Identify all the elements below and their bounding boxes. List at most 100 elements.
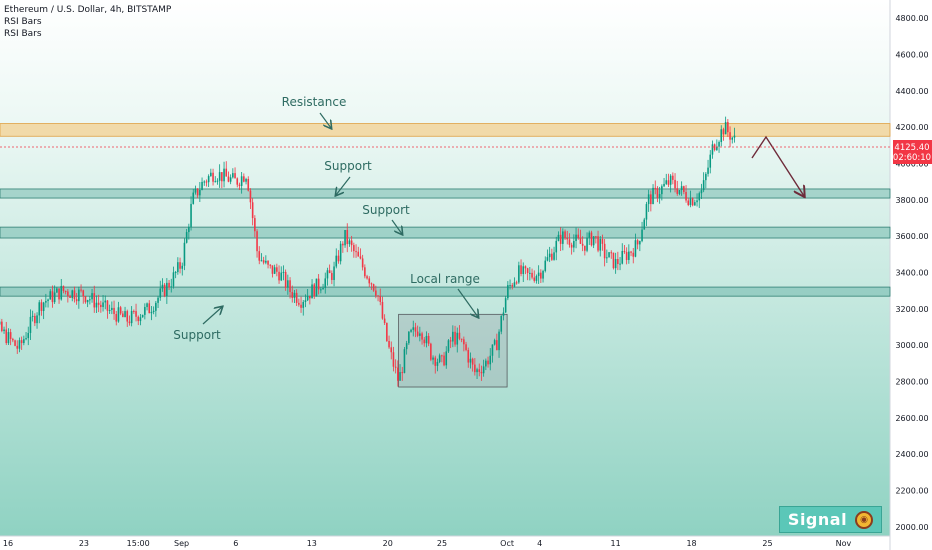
candle-body: [159, 288, 162, 298]
chart-legend: Ethereum / U.S. Dollar, 4h, BITSTAMP RSI…: [4, 4, 171, 40]
price-tick-label: 4400.00: [895, 87, 928, 96]
candle-body: [412, 327, 415, 330]
candle-body: [91, 293, 93, 300]
candle-body: [390, 347, 393, 353]
candle-body: [731, 137, 734, 140]
time-tick-label: 13: [307, 539, 317, 548]
symbol-title[interactable]: Ethereum / U.S. Dollar, 4h, BITSTAMP: [4, 5, 172, 15]
candle-body: [269, 264, 272, 266]
candle-body: [317, 278, 320, 290]
price-tick-label: 3200.00: [895, 305, 928, 314]
candle-body: [606, 257, 608, 259]
candle-body: [236, 178, 239, 185]
candle-body: [724, 122, 727, 135]
candle-body: [284, 271, 287, 288]
candle-body: [663, 183, 665, 187]
candle-body: [150, 311, 153, 314]
candle-body: [333, 266, 335, 280]
candle-body: [610, 252, 613, 254]
candle-body: [201, 181, 203, 190]
candle-body: [667, 180, 670, 185]
candle-body: [559, 234, 562, 244]
candle-body: [595, 236, 597, 238]
candle-body: [265, 260, 267, 263]
candle-body: [665, 180, 668, 184]
candle-body: [562, 231, 564, 244]
candle-body: [397, 367, 399, 381]
candle-body: [20, 340, 23, 344]
candle-body: [410, 329, 412, 332]
time-tick-label: 11: [611, 539, 621, 548]
candle-body: [174, 272, 177, 274]
candle-body: [434, 357, 437, 366]
candle-body: [672, 175, 674, 180]
candle-body: [551, 253, 553, 260]
candle-body: [502, 312, 505, 316]
candle-body: [430, 343, 432, 360]
candle-body: [698, 193, 701, 201]
candle-body: [260, 260, 263, 262]
candle-body: [449, 340, 452, 342]
candle-body: [441, 355, 443, 357]
support-lower-arrow-icon: [202, 307, 222, 325]
candle-body: [639, 241, 641, 245]
candle-body: [223, 168, 225, 182]
candle-body: [405, 343, 408, 350]
candle-body: [157, 297, 159, 303]
candle-body: [205, 181, 208, 183]
candle-body: [652, 187, 654, 205]
candle-body: [366, 276, 368, 279]
candle-body: [47, 299, 49, 302]
candle-body: [566, 238, 569, 240]
candle-body: [14, 340, 16, 346]
candle-body: [73, 290, 76, 300]
time-tick-label: 20: [383, 539, 393, 548]
candle-body: [3, 329, 5, 332]
candle-body: [570, 244, 573, 248]
candle-body: [383, 318, 386, 323]
candle-body: [625, 252, 628, 260]
candle-body: [573, 241, 575, 248]
candle-body: [240, 176, 243, 186]
candle-body: [361, 258, 364, 268]
candle-body: [478, 369, 481, 372]
candle-body: [234, 173, 236, 179]
candle-body: [111, 307, 113, 310]
candle-body: [348, 240, 351, 245]
price-tick-label: 2400.00: [895, 450, 928, 459]
candle-body: [599, 239, 602, 251]
candle-body: [300, 304, 302, 308]
indicator-rsi-bars-1[interactable]: RSI Bars: [4, 17, 42, 27]
candle-body: [311, 284, 313, 299]
candle-body: [661, 186, 663, 195]
candle-body: [254, 218, 256, 232]
candle-body: [130, 310, 133, 324]
candle-body: [716, 146, 718, 150]
candle-body: [86, 300, 89, 303]
candle-body: [542, 270, 544, 279]
candle-body: [676, 188, 679, 194]
candle-body: [49, 291, 52, 300]
candle-body: [245, 178, 247, 182]
candle-body: [251, 202, 254, 219]
candle-body: [218, 172, 221, 181]
candle-body: [278, 271, 280, 281]
local-range-box: [398, 313, 508, 388]
candle-body: [168, 282, 170, 288]
price-tick-label: 3800.00: [895, 196, 928, 205]
candle-body: [273, 267, 276, 274]
indicator-rsi-bars-2[interactable]: RSI Bars: [4, 29, 42, 39]
candle-body: [346, 230, 349, 245]
candle-body: [586, 237, 588, 251]
candle-body: [313, 284, 316, 297]
candle-body: [27, 332, 30, 339]
candle-body: [414, 327, 417, 332]
candle-body: [89, 299, 91, 301]
candle-body: [185, 232, 188, 243]
candle-body: [315, 278, 318, 297]
candle-body: [529, 272, 531, 274]
price-axis-ticks: 4800.00 4600.00 4400.00 4200.00 4000.00 3800.…: [895, 14, 928, 532]
candle-body: [445, 351, 448, 366]
